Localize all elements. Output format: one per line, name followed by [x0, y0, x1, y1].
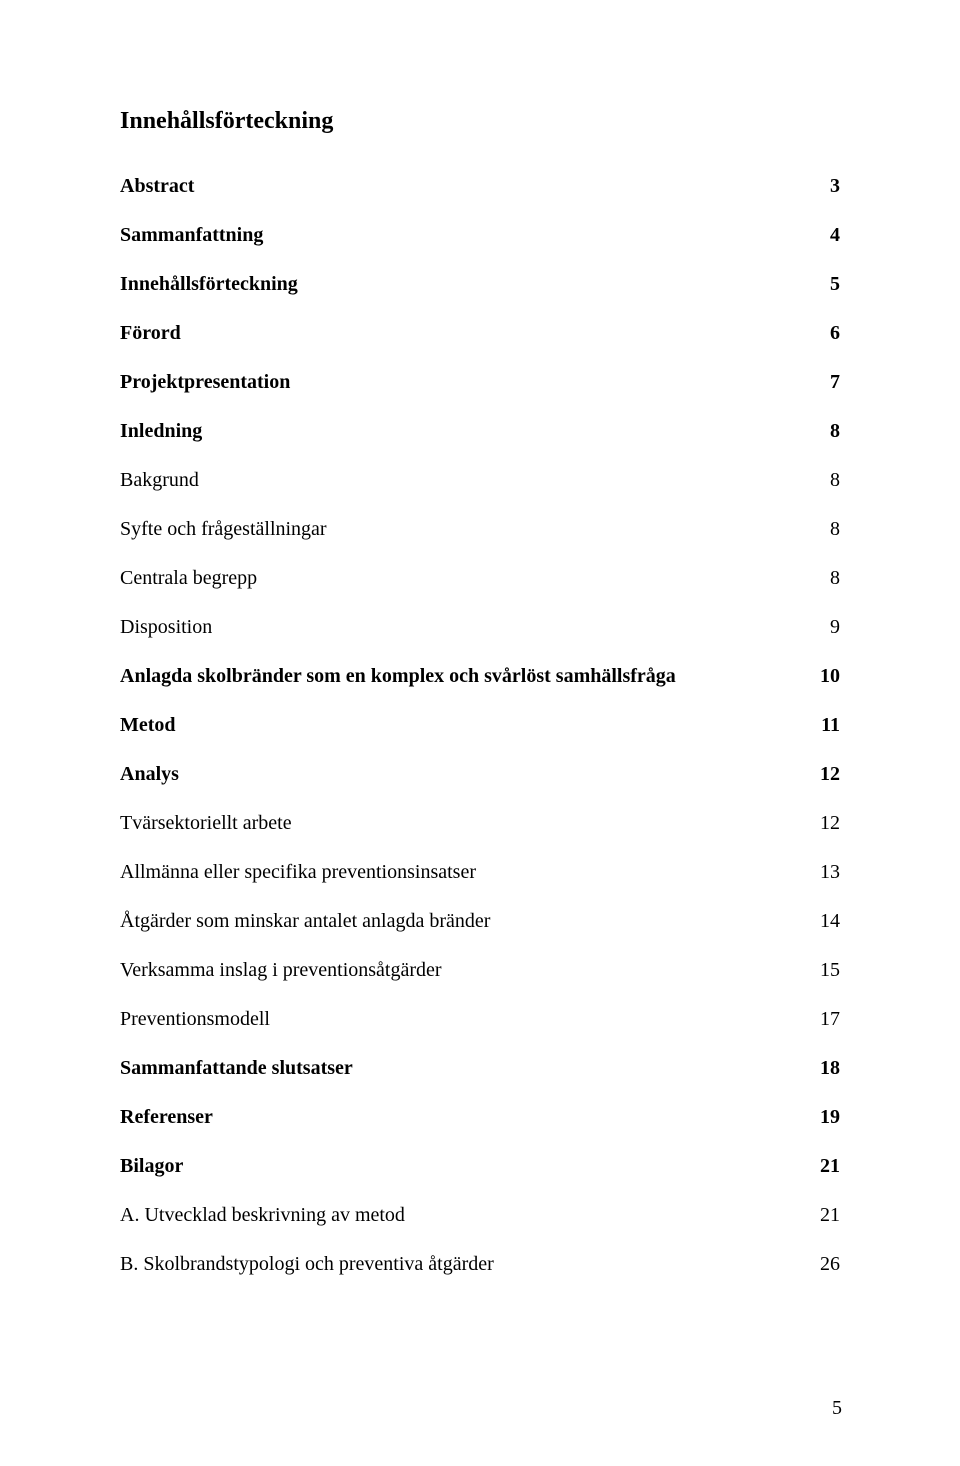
page-container: Innehållsförteckning Abstract 3 Sammanfatt…: [0, 0, 960, 1466]
toc-label: Centrala begrepp: [120, 567, 257, 590]
toc-page: 6: [830, 322, 840, 345]
toc-page: 17: [820, 1008, 840, 1031]
toc-page: 12: [820, 812, 840, 835]
toc-page: 3: [830, 175, 840, 198]
toc-page: 19: [820, 1106, 840, 1129]
toc-row: Abstract 3: [120, 175, 840, 198]
toc-label: Tvärsektoriellt arbete: [120, 812, 292, 835]
toc-row: Bilagor 21: [120, 1155, 840, 1178]
toc-row: Disposition 9: [120, 616, 840, 639]
toc-label: Abstract: [120, 175, 194, 198]
toc-row: Analys 12: [120, 763, 840, 786]
toc-row: Preventionsmodell 17: [120, 1008, 840, 1031]
toc-page: 14: [820, 910, 840, 933]
toc-row: Sammanfattning 4: [120, 224, 840, 247]
toc-page: 8: [830, 567, 840, 590]
toc-row: Tvärsektoriellt arbete 12: [120, 812, 840, 835]
toc-page: 4: [830, 224, 840, 247]
toc-label: A. Utvecklad beskrivning av metod: [120, 1204, 405, 1227]
toc-label: Verksamma inslag i preventionsåtgärder: [120, 959, 442, 982]
toc-label: Disposition: [120, 616, 212, 639]
page-number: 5: [832, 1397, 842, 1420]
toc-row: Åtgärder som minskar antalet anlagda brä…: [120, 910, 840, 933]
toc-row: Sammanfattande slutsatser 18: [120, 1057, 840, 1080]
toc-row: Bakgrund 8: [120, 469, 840, 492]
toc-page: 12: [820, 763, 840, 786]
toc-row: Verksamma inslag i preventionsåtgärder 15: [120, 959, 840, 982]
page-title: Innehållsförteckning: [120, 108, 840, 135]
toc-page: 26: [820, 1253, 840, 1276]
toc-label: Allmänna eller specifika preventionsinsa…: [120, 861, 476, 884]
toc-page: 9: [830, 616, 840, 639]
toc-label: Referenser: [120, 1106, 213, 1129]
toc-label: Innehållsförteckning: [120, 273, 298, 296]
toc-label: Inledning: [120, 420, 202, 443]
toc-label: Syfte och frågeställningar: [120, 518, 327, 541]
toc-label: Projektpresentation: [120, 371, 290, 394]
toc-row: A. Utvecklad beskrivning av metod 21: [120, 1204, 840, 1227]
toc-row: Metod 11: [120, 714, 840, 737]
toc-label: Metod: [120, 714, 176, 737]
toc-label: Analys: [120, 763, 179, 786]
toc-row: Syfte och frågeställningar 8: [120, 518, 840, 541]
toc-label: Bilagor: [120, 1155, 183, 1178]
toc-page: 11: [821, 714, 840, 737]
toc-row: Projektpresentation 7: [120, 371, 840, 394]
toc-label: Bakgrund: [120, 469, 199, 492]
toc-label: B. Skolbrandstypologi och preventiva åtg…: [120, 1253, 494, 1276]
toc-row: Referenser 19: [120, 1106, 840, 1129]
toc-label: Anlagda skolbränder som en komplex och s…: [120, 665, 676, 688]
toc-page: 21: [820, 1155, 840, 1178]
table-of-contents: Abstract 3 Sammanfattning 4 Innehållsförteck…: [120, 175, 840, 1276]
toc-page: 8: [830, 420, 840, 443]
toc-page: 10: [820, 665, 840, 688]
toc-label: Åtgärder som minskar antalet anlagda brä…: [120, 910, 490, 933]
toc-page: 21: [820, 1204, 840, 1227]
toc-page: 15: [820, 959, 840, 982]
toc-page: 5: [830, 273, 840, 296]
toc-row: Centrala begrepp 8: [120, 567, 840, 590]
toc-page: 7: [830, 371, 840, 394]
toc-label: Sammanfattande slutsatser: [120, 1057, 353, 1080]
toc-row: B. Skolbrandstypologi och preventiva åtg…: [120, 1253, 840, 1276]
toc-row: Allmänna eller specifika preventionsinsa…: [120, 861, 840, 884]
toc-label: Preventionsmodell: [120, 1008, 270, 1031]
toc-page: 8: [830, 518, 840, 541]
toc-page: 18: [820, 1057, 840, 1080]
toc-row: Anlagda skolbränder som en komplex och s…: [120, 665, 840, 688]
toc-label: Förord: [120, 322, 181, 345]
toc-row: Inledning 8: [120, 420, 840, 443]
toc-page: 8: [830, 469, 840, 492]
toc-row: Innehållsförteckning 5: [120, 273, 840, 296]
toc-label: Sammanfattning: [120, 224, 263, 247]
toc-page: 13: [820, 861, 840, 884]
toc-row: Förord 6: [120, 322, 840, 345]
